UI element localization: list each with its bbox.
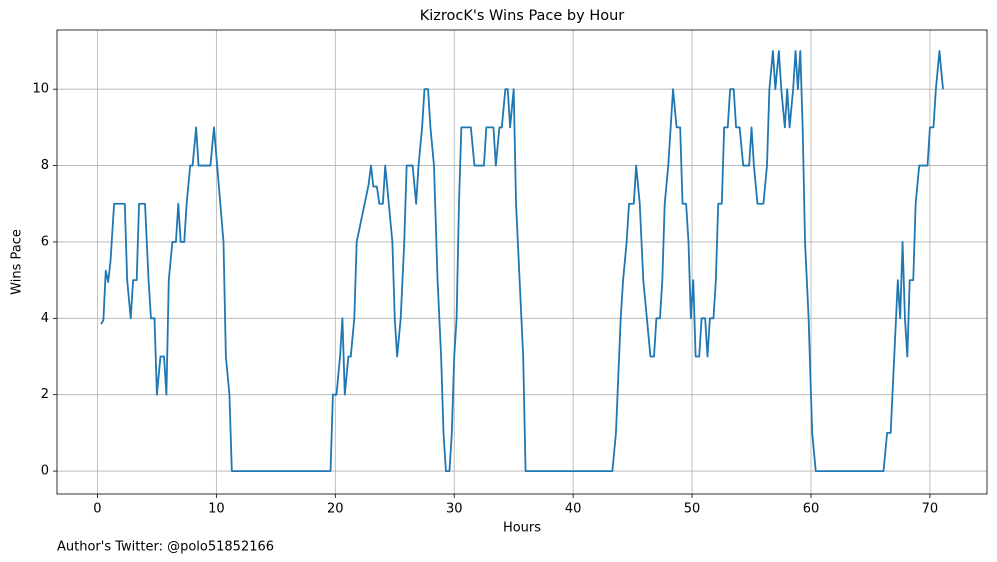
x-tick-label: 40 <box>565 502 582 517</box>
x-tick-label: 70 <box>922 502 939 517</box>
x-tick-label: 30 <box>446 502 463 517</box>
y-tick-label: 4 <box>41 311 49 326</box>
chart-title: KizrocK's Wins Pace by Hour <box>420 8 625 24</box>
plot-frame <box>56 29 988 495</box>
x-axis-label: Hours <box>503 521 541 536</box>
x-tick-label: 0 <box>93 502 101 517</box>
y-tick-label: 8 <box>41 158 49 173</box>
y-tick-label: 10 <box>32 82 49 97</box>
y-axis-label: Wins Pace <box>10 229 25 295</box>
y-tick-label: 2 <box>41 387 49 402</box>
x-tick-label: 20 <box>327 502 344 517</box>
x-tick-label: 60 <box>803 502 820 517</box>
y-tick-label: 6 <box>41 234 49 249</box>
y-tick-label: 0 <box>41 464 49 479</box>
x-tick-label: 50 <box>684 502 701 517</box>
data-line <box>100 50 944 472</box>
x-tick-label: 10 <box>208 502 225 517</box>
footnote: Author's Twitter: @polo51852166 <box>57 540 274 555</box>
